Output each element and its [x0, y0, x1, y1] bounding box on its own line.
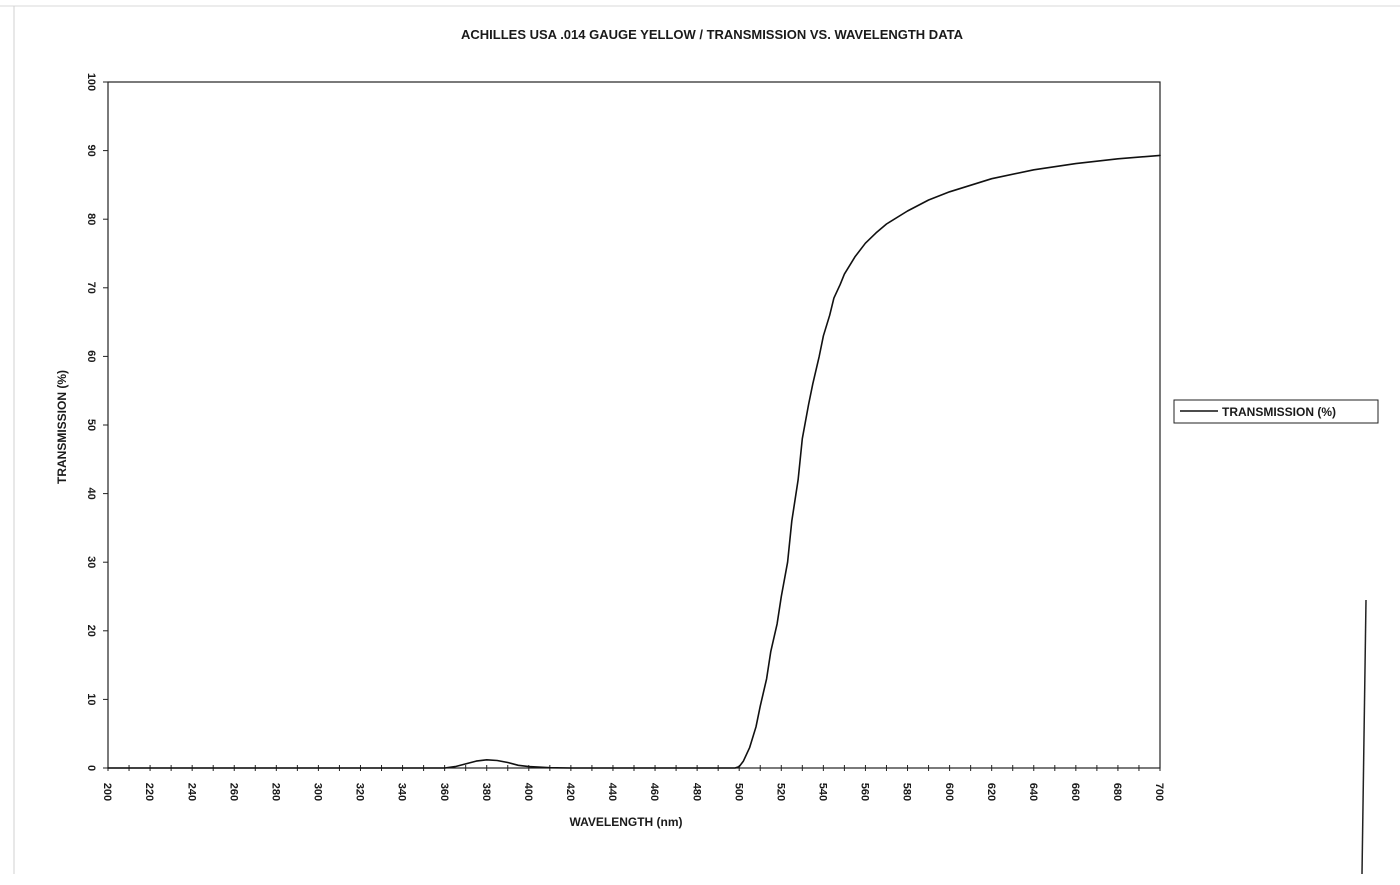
- legend-box: [1173, 399, 1379, 424]
- legend: TRANSMISSION (%): [1173, 399, 1379, 424]
- y-tick-label: 50: [85, 419, 97, 431]
- y-axis: 0 10 20 30 40 50 60 70 80 90 100: [85, 73, 108, 771]
- x-tick-label: 660: [1069, 783, 1081, 801]
- x-tick-label: 620: [985, 783, 997, 801]
- x-tick-label: 500: [732, 783, 744, 801]
- x-tick-label: 380: [480, 783, 492, 801]
- x-tick-label: 360: [438, 783, 450, 801]
- x-tick-label: 520: [774, 783, 786, 801]
- x-tick-label: 200: [101, 783, 113, 801]
- x-tick-label: 460: [648, 783, 660, 801]
- x-tick-label: 320: [354, 783, 366, 801]
- x-tick-label: 480: [690, 783, 702, 801]
- x-tick-label: 220: [143, 783, 155, 801]
- series-layer: [107, 154, 1161, 769]
- chart-title: ACHILLES USA .014 GAUGE YELLOW / TRANSMI…: [461, 27, 964, 42]
- x-tick-label: 400: [522, 783, 534, 801]
- y-tick-label: 30: [85, 556, 97, 568]
- y-tick-label: 60: [85, 350, 97, 362]
- x-tick-label: 640: [1027, 783, 1039, 801]
- y-tick-label: 40: [85, 487, 97, 499]
- x-tick-label: 440: [606, 783, 618, 801]
- x-tick-label: 600: [943, 783, 955, 801]
- y-tick-label: 0: [85, 765, 97, 771]
- y-axis-title: TRANSMISSION (%): [55, 370, 69, 484]
- page-right-edge: [1361, 599, 1367, 875]
- y-tick-label: 90: [85, 144, 97, 156]
- x-axis: 200 220 240 260 280 300 320 340 360 380 400 420 440 4…: [101, 765, 1165, 801]
- plot-area: [107, 81, 1161, 769]
- y-tick-label: 100: [85, 73, 97, 91]
- y-tick-label: 70: [85, 282, 97, 294]
- x-tick-label: 680: [1111, 783, 1123, 801]
- x-tick-label: 560: [859, 783, 871, 801]
- y-tick-label: 80: [85, 213, 97, 225]
- legend-label: TRANSMISSION (%): [1222, 405, 1336, 419]
- x-tick-label: 260: [227, 783, 239, 801]
- x-tick-label: 540: [817, 783, 829, 801]
- x-tick-label: 580: [901, 783, 913, 801]
- x-axis-title: WAVELENGTH (nm): [569, 815, 682, 829]
- y-tick-label: 10: [85, 693, 97, 705]
- series-line-transmission: [107, 154, 1161, 769]
- x-tick-label: 420: [564, 783, 576, 801]
- x-tick-label: 340: [396, 783, 408, 801]
- x-tick-label: 300: [312, 783, 324, 801]
- x-tick-label: 240: [185, 783, 197, 801]
- y-tick-label: 20: [85, 625, 97, 637]
- x-tick-label: 700: [1153, 783, 1165, 801]
- x-tick-label: 280: [269, 783, 281, 801]
